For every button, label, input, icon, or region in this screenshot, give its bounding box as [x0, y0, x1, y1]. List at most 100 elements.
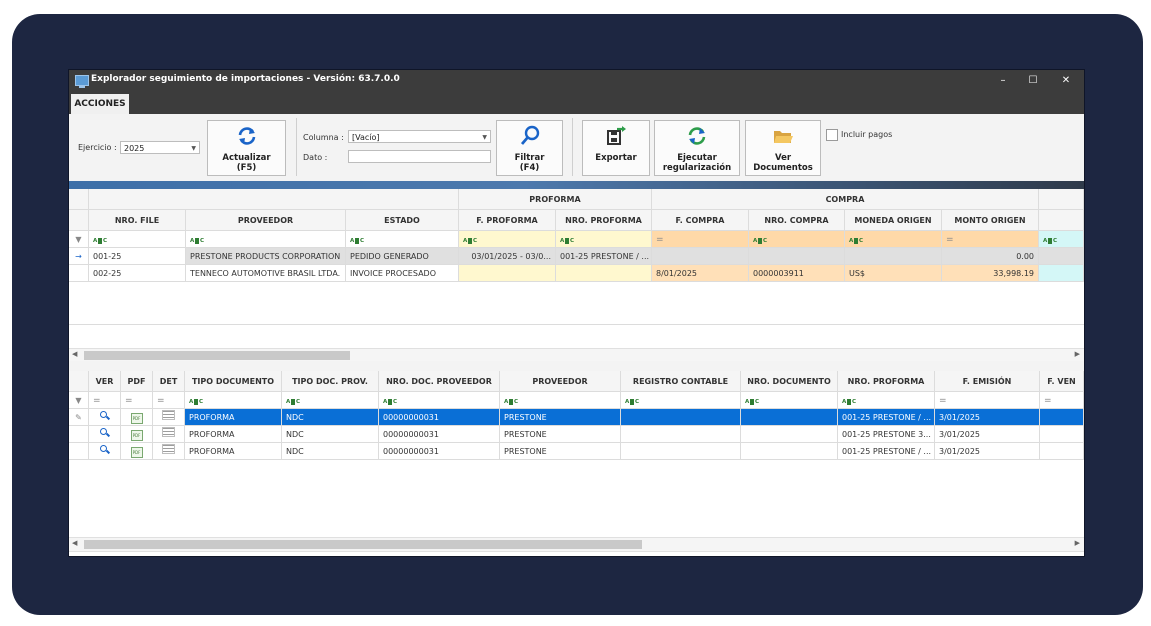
- pdf-cell[interactable]: PDF: [121, 443, 153, 460]
- det-cell[interactable]: [153, 443, 185, 460]
- table-row[interactable]: ✎ PDF PROFORMA NDC 00000000031 PRESTONE …: [69, 409, 1084, 426]
- cell-nro-documento: [741, 409, 838, 426]
- col-nro-proforma[interactable]: NRO. PROFORMA: [838, 371, 935, 392]
- col-proveedor[interactable]: PROVEEDOR: [500, 371, 621, 392]
- splitter[interactable]: [69, 361, 1084, 371]
- minimize-button[interactable]: –: [1000, 75, 1006, 86]
- filter-cell[interactable]: =: [652, 231, 749, 248]
- col-estado[interactable]: ESTADO: [346, 210, 459, 231]
- cell-f-emision: 3/01/2025: [935, 409, 1040, 426]
- ver-documentos-label: Ver Documentos: [753, 153, 813, 173]
- cell-nro-proforma: 001-25 PRESTONE / ...: [838, 443, 935, 460]
- bottom-horizontal-scrollbar[interactable]: ◀ ▶: [69, 537, 1084, 552]
- col-nro-documento[interactable]: NRO. DOCUMENTO: [741, 371, 838, 392]
- filter-cell[interactable]: =: [935, 392, 1040, 409]
- scroll-left-icon[interactable]: ◀: [72, 539, 78, 547]
- filter-cell[interactable]: =: [942, 231, 1039, 248]
- magnifier-icon[interactable]: [100, 445, 109, 454]
- pdf-icon[interactable]: PDF: [130, 413, 143, 424]
- refresh-icon: [238, 127, 255, 145]
- ver-cell[interactable]: [89, 426, 121, 443]
- incluir-pagos-checkbox[interactable]: [826, 129, 838, 141]
- pdf-cell[interactable]: PDF: [121, 426, 153, 443]
- table-row[interactable]: PDF PROFORMA NDC 00000000031 PRESTONE 00…: [69, 426, 1084, 443]
- ejercicio-select[interactable]: 2025 ▼: [120, 141, 200, 154]
- magnifier-icon[interactable]: [100, 411, 109, 420]
- cell-nro-proforma: [556, 265, 652, 282]
- magnifier-icon[interactable]: [100, 428, 109, 437]
- filter-cell[interactable]: =: [89, 392, 121, 409]
- scroll-left-icon[interactable]: ◀: [72, 350, 78, 358]
- col-f-vencimiento[interactable]: F. VEN: [1040, 371, 1084, 392]
- det-cell[interactable]: [153, 426, 185, 443]
- filter-cell[interactable]: =: [1040, 392, 1084, 409]
- close-button[interactable]: ✕: [1061, 75, 1071, 86]
- col-nro-compra[interactable]: NRO. COMPRA: [749, 210, 845, 231]
- scroll-right-icon[interactable]: ▶: [1074, 350, 1080, 358]
- col-det[interactable]: DET: [153, 371, 185, 392]
- filter-cell[interactable]: =: [153, 392, 185, 409]
- tab-acciones[interactable]: ACCIONES: [71, 94, 129, 114]
- maximize-button[interactable]: ☐: [1028, 75, 1038, 86]
- ver-cell[interactable]: [89, 443, 121, 460]
- columna-select[interactable]: [Vacío] ▼: [348, 130, 491, 143]
- col-proveedor[interactable]: PROVEEDOR: [186, 210, 346, 231]
- cell-estado: PEDIDO GENERADO: [346, 248, 459, 265]
- exportar-label: Exportar: [595, 153, 637, 163]
- col-pdf[interactable]: PDF: [121, 371, 153, 392]
- scroll-thumb[interactable]: [84, 540, 642, 549]
- col-f-emision[interactable]: F. EMISIÓN: [935, 371, 1040, 392]
- col-monto-origen[interactable]: MONTO ORIGEN: [942, 210, 1039, 231]
- detail-list-icon[interactable]: [162, 427, 175, 437]
- col-moneda-origen[interactable]: MONEDA ORIGEN: [845, 210, 942, 231]
- detail-list-icon[interactable]: [162, 444, 175, 454]
- pdf-icon[interactable]: PDF: [130, 430, 143, 441]
- col-tipo-doc-prov[interactable]: TIPO DOC. PROV.: [282, 371, 379, 392]
- pdf-icon[interactable]: PDF: [130, 447, 143, 458]
- actualizar-button[interactable]: Actualizar (F5): [207, 120, 286, 176]
- col-f-compra[interactable]: F. COMPRA: [652, 210, 749, 231]
- col-nro-file[interactable]: NRO. FILE: [89, 210, 186, 231]
- folder-icon: [774, 131, 793, 143]
- table-row[interactable]: 002-25 TENNECO AUTOMOTIVE BRASIL LTDA. I…: [69, 265, 1084, 282]
- scroll-thumb[interactable]: [84, 351, 350, 360]
- filtrar-button[interactable]: Filtrar (F4): [496, 120, 563, 176]
- col-nro-proforma[interactable]: NRO. PROFORMA: [556, 210, 652, 231]
- pdf-cell[interactable]: PDF: [121, 409, 153, 426]
- det-cell[interactable]: [153, 409, 185, 426]
- exportar-button[interactable]: Exportar: [582, 120, 650, 176]
- table-row[interactable]: PDF PROFORMA NDC 00000000031 PRESTONE 00…: [69, 443, 1084, 460]
- ejecutar-label: Ejecutar regularización: [662, 153, 732, 173]
- col-f-proforma[interactable]: F. PROFORMA: [459, 210, 556, 231]
- band-compra: COMPRA: [652, 189, 1039, 210]
- detail-list-icon[interactable]: [162, 410, 175, 420]
- col-nro-doc-proveedor[interactable]: NRO. DOC. PROVEEDOR: [379, 371, 500, 392]
- col-ver[interactable]: VER: [89, 371, 121, 392]
- scroll-right-icon[interactable]: ▶: [1074, 539, 1080, 547]
- col-tipo-documento[interactable]: TIPO DOCUMENTO: [185, 371, 282, 392]
- ver-documentos-button[interactable]: Ver Documentos: [745, 120, 821, 176]
- col-registro-contable[interactable]: REGISTRO CONTABLE: [621, 371, 741, 392]
- ejecutar-regularizacion-button[interactable]: Ejecutar regularización: [654, 120, 740, 176]
- table-row[interactable]: → 001-25 PRESTONE PRODUCTS CORPORATION P…: [69, 248, 1084, 265]
- cell-f-compra: [652, 248, 749, 265]
- filter-cell[interactable]: =: [121, 392, 153, 409]
- ejercicio-value: 2025: [124, 144, 145, 153]
- dato-input[interactable]: [348, 150, 491, 163]
- ver-cell[interactable]: [89, 409, 121, 426]
